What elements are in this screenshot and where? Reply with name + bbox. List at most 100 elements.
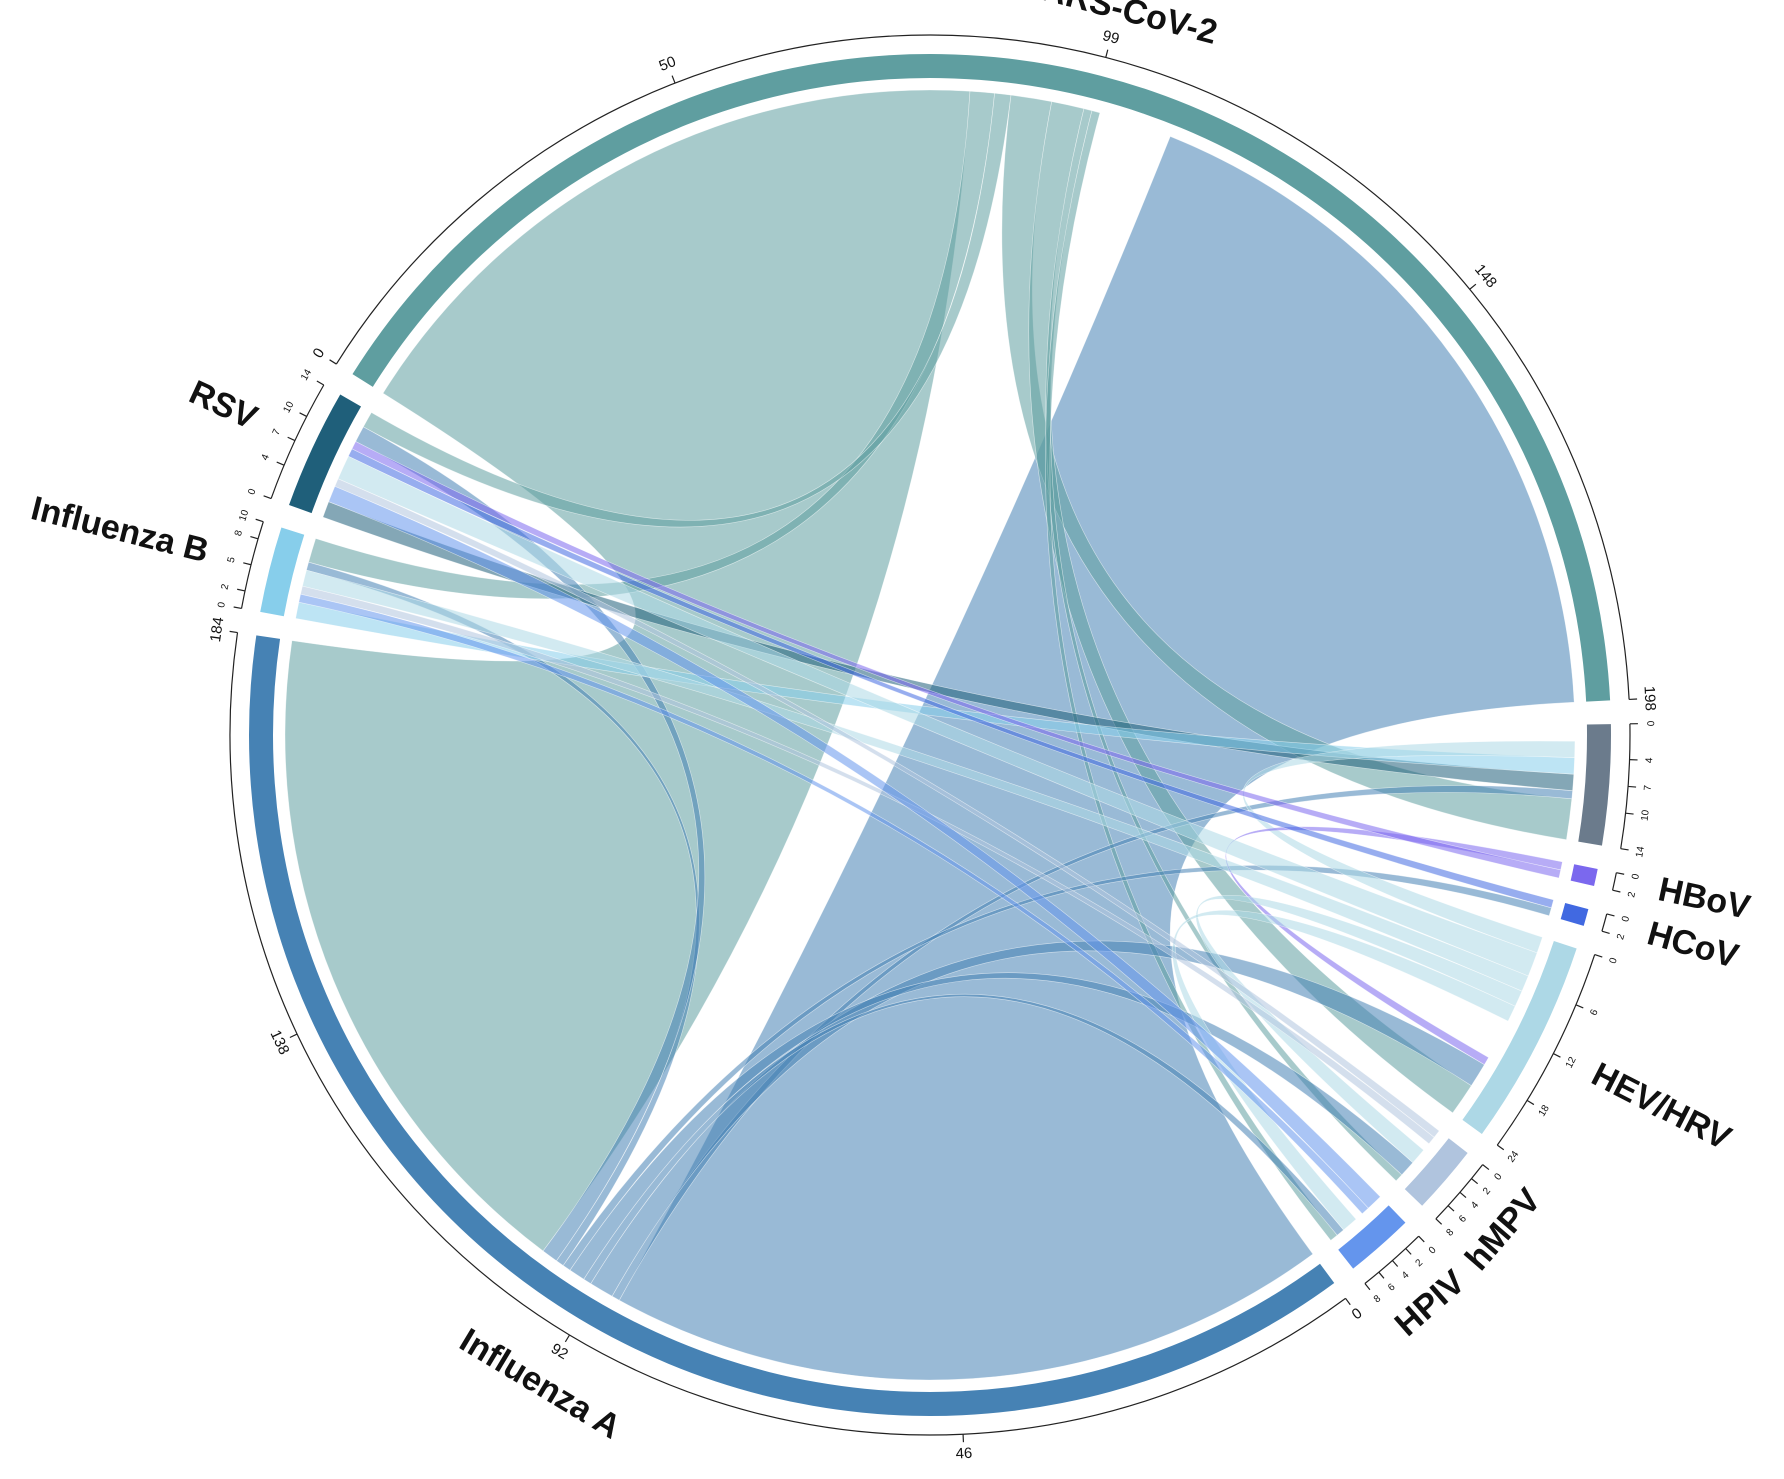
tick-label: 10 [1640, 809, 1652, 822]
ribbon [298, 593, 1369, 1215]
tick-label: 184 [207, 616, 227, 643]
tick-mark [1459, 1191, 1467, 1199]
sector-track [289, 394, 362, 514]
sector-track [1462, 941, 1577, 1134]
sector-label: RSV [184, 373, 264, 437]
tick-label: 92 [548, 1340, 571, 1363]
tick-mark [276, 461, 285, 466]
sector-label: HCoV [1643, 914, 1743, 975]
tick-label: 4 [1400, 1269, 1412, 1281]
tick-label: 6 [1588, 1007, 1600, 1017]
tick-mark [1345, 1297, 1351, 1306]
tick-mark [564, 1334, 570, 1343]
tick-mark [289, 1033, 298, 1039]
sector-track [260, 527, 305, 617]
axis-line [1611, 872, 1617, 891]
sector-label: SARS-CoV-2 [1016, 0, 1221, 52]
tick-mark [1418, 1235, 1425, 1243]
tick-label: 14 [299, 367, 314, 383]
tick-label: 0 [1427, 1244, 1439, 1256]
tick-label: 7 [1643, 784, 1654, 791]
sector-label: Influenza B [27, 489, 212, 570]
axis-line [1435, 1164, 1484, 1220]
tick-mark [1620, 848, 1629, 851]
tick-mark [255, 518, 264, 523]
tick-mark [1471, 1178, 1479, 1185]
tick-label: 4 [1644, 757, 1655, 763]
tick-label: 2 [220, 583, 232, 591]
sector-track [1578, 724, 1611, 846]
tick-mark [1628, 785, 1637, 788]
tick-label: 0 [310, 345, 329, 361]
tick-label: 18 [1537, 1103, 1552, 1119]
tick-mark [671, 75, 676, 84]
tick-mark [1601, 930, 1610, 935]
tick-label: 0 [1620, 915, 1632, 924]
tick-label: 6 [1457, 1213, 1469, 1225]
tick-mark [1405, 1248, 1412, 1255]
tick-label: 14 [1634, 845, 1647, 858]
tick-mark [1553, 1053, 1561, 1058]
tick-label: 6 [1386, 1281, 1398, 1293]
sector-track [1338, 1205, 1406, 1269]
tick-label: 0 [1608, 956, 1620, 965]
sector-track [1404, 1138, 1468, 1206]
ribbons [284, 89, 1576, 1381]
tick-label: 0 [1492, 1171, 1504, 1182]
sector-track [249, 635, 1335, 1417]
tick-mark [1612, 889, 1621, 893]
tick-label: 0 [246, 487, 258, 496]
sector-track [1560, 902, 1589, 926]
tick-mark [329, 359, 337, 365]
axis-line [240, 521, 264, 609]
tick-label: 4 [260, 452, 272, 462]
tick-mark [1526, 1099, 1535, 1106]
tick-label: 12 [1564, 1055, 1579, 1070]
tick-label: 0 [1644, 721, 1655, 727]
tick-mark [1606, 913, 1615, 917]
tick-mark [229, 630, 238, 634]
tick-mark [243, 562, 252, 566]
tick-mark [316, 380, 325, 386]
ribbon [1195, 895, 1523, 1164]
tick-mark [299, 412, 307, 417]
tick-mark [1447, 1205, 1455, 1212]
axis-line [1620, 723, 1631, 849]
tick-label: 2 [1626, 890, 1638, 898]
tick-mark [1364, 1283, 1371, 1291]
tick-label: 138 [266, 1027, 292, 1057]
tick-mark [263, 495, 272, 500]
tick-mark [1435, 1218, 1443, 1225]
tick-mark [1625, 812, 1634, 815]
tick-mark [1482, 1164, 1490, 1171]
ribbon [328, 485, 1381, 1209]
tick-mark [1105, 49, 1109, 58]
tick-label: 8 [1445, 1227, 1457, 1239]
tick-mark [1575, 1004, 1584, 1009]
tick-mark [1496, 1144, 1505, 1151]
tick-label: 46 [955, 1445, 972, 1463]
tick-label: 8 [233, 529, 245, 538]
tracks [249, 53, 1611, 1417]
ribbon [1172, 909, 1516, 1231]
tick-label: 2 [1414, 1257, 1426, 1269]
tick-label: 0 [216, 601, 228, 609]
tick-label: 50 [657, 53, 679, 75]
tick-label: 0 [1630, 872, 1642, 880]
sector-label: Influenza A [453, 1321, 627, 1446]
tick-label: 10 [282, 400, 297, 415]
sector-label: HEV/HRV [1586, 1055, 1738, 1157]
tick-mark [250, 535, 259, 540]
tick-mark [1594, 953, 1603, 958]
ribbon [1225, 826, 1563, 1066]
axis-line [229, 632, 1346, 1436]
tick-label: 2 [1481, 1185, 1493, 1197]
tick-label: 4 [1469, 1199, 1481, 1211]
axis-line [1601, 913, 1608, 932]
tick-mark [1616, 872, 1625, 875]
tick-label: 5 [226, 555, 238, 563]
tick-label: 24 [1506, 1149, 1522, 1165]
axis-line [335, 34, 1630, 700]
tick-label: 99 [1101, 27, 1121, 48]
